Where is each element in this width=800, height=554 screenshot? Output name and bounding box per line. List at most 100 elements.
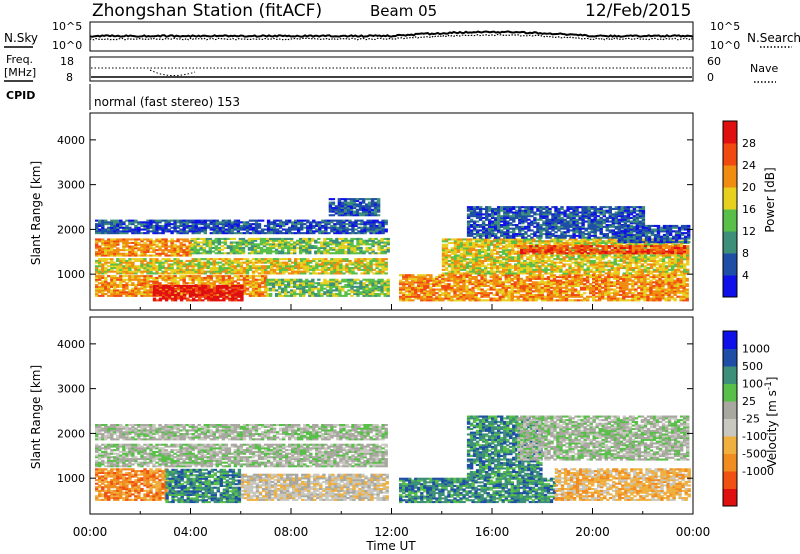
heatmap-cell bbox=[104, 251, 107, 253]
heatmap-cell bbox=[670, 278, 673, 280]
heatmap-cell bbox=[237, 282, 240, 284]
heatmap-cell bbox=[625, 278, 628, 280]
heatmap-cell bbox=[311, 240, 314, 242]
heatmap-cell bbox=[468, 289, 471, 291]
heatmap-cell bbox=[161, 251, 164, 253]
heatmap-cell bbox=[363, 225, 366, 227]
heatmap-cell bbox=[186, 285, 189, 287]
heatmap-cell bbox=[255, 291, 258, 293]
heatmap-cell bbox=[323, 238, 326, 240]
heatmap-cell bbox=[465, 294, 468, 296]
heatmap-cell bbox=[544, 299, 547, 301]
heatmap-cell bbox=[586, 276, 589, 278]
heatmap-cell bbox=[110, 279, 113, 281]
heatmap-cell bbox=[347, 249, 350, 251]
heatmap-cell bbox=[508, 287, 511, 289]
heatmap-cell bbox=[174, 298, 177, 300]
heatmap-cell bbox=[119, 240, 122, 242]
heatmap-cell bbox=[228, 225, 231, 227]
heatmap-cell bbox=[622, 299, 625, 301]
heatmap-cell bbox=[128, 247, 131, 249]
heatmap-cell bbox=[335, 209, 338, 211]
heatmap-cell bbox=[113, 249, 116, 251]
heatmap-cell bbox=[351, 263, 354, 265]
heatmap-cell bbox=[140, 221, 143, 223]
heatmap-cell bbox=[137, 267, 140, 269]
heatmap-cell bbox=[377, 203, 380, 205]
heatmap-cell bbox=[218, 238, 221, 240]
heatmap-cell bbox=[574, 289, 577, 291]
heatmap-cell bbox=[192, 285, 195, 287]
heatmap-cell bbox=[625, 283, 628, 285]
heatmap-cell bbox=[441, 294, 444, 296]
heatmap-cell bbox=[252, 258, 255, 260]
heatmap-cell bbox=[487, 272, 490, 274]
heatmap-cell bbox=[212, 242, 215, 244]
heatmap-cell bbox=[359, 286, 362, 288]
heatmap-cell bbox=[496, 271, 499, 273]
heatmap-cell bbox=[155, 265, 158, 267]
heatmap-cell bbox=[119, 232, 122, 234]
heatmap-cell bbox=[601, 296, 604, 298]
heatmap-cell bbox=[335, 289, 338, 291]
heatmap-cell bbox=[234, 299, 237, 301]
heatmap-cell bbox=[198, 267, 201, 269]
heatmap-cell bbox=[104, 289, 107, 291]
heatmap-cell bbox=[523, 283, 526, 285]
heatmap-cell bbox=[107, 289, 110, 291]
heatmap-cell bbox=[511, 298, 514, 300]
heatmap-cell bbox=[450, 276, 453, 278]
heatmap-cell bbox=[143, 282, 146, 284]
heatmap-cell bbox=[155, 272, 158, 274]
heatmap-cell bbox=[368, 240, 371, 242]
heatmap-cell bbox=[511, 271, 514, 273]
heatmap-cell bbox=[134, 232, 137, 234]
heatmap-cell bbox=[180, 298, 183, 300]
heatmap-cell bbox=[445, 258, 448, 260]
heatmap-cell bbox=[104, 244, 107, 246]
heatmap-cell bbox=[300, 267, 303, 269]
heatmap-cell bbox=[167, 240, 170, 242]
heatmap-cell bbox=[242, 238, 245, 240]
heatmap-cell bbox=[95, 240, 98, 242]
heatmap-cell bbox=[385, 265, 388, 267]
heatmap-cell bbox=[460, 272, 463, 274]
heatmap-cell bbox=[628, 280, 631, 282]
heatmap-cell bbox=[269, 282, 272, 284]
heatmap-cell bbox=[107, 238, 110, 240]
heatmap-cell bbox=[332, 198, 335, 200]
heatmap-cell bbox=[628, 292, 631, 294]
heatmap-cell bbox=[308, 295, 311, 297]
heatmap-cell bbox=[673, 299, 676, 301]
heatmap-cell bbox=[170, 255, 173, 257]
heatmap-cell bbox=[284, 238, 287, 240]
heatmap-cell bbox=[272, 279, 275, 281]
heatmap-cell bbox=[562, 283, 565, 285]
heatmap-cell bbox=[457, 265, 460, 267]
heatmap-cell bbox=[203, 249, 206, 251]
heatmap-cell bbox=[553, 287, 556, 289]
heatmap-cell bbox=[125, 269, 128, 271]
heatmap-cell bbox=[320, 289, 323, 291]
heatmap-cell bbox=[119, 263, 122, 265]
heatmap-cell bbox=[496, 274, 499, 276]
heatmap-cell bbox=[335, 212, 338, 214]
heatmap-cell bbox=[643, 276, 646, 278]
heatmap-cell bbox=[384, 245, 387, 247]
heatmap-cell bbox=[311, 247, 314, 249]
heatmap-cell bbox=[493, 256, 496, 258]
heatmap-cell bbox=[625, 276, 628, 278]
heatmap-cell bbox=[456, 299, 459, 301]
heatmap-cell bbox=[448, 251, 451, 253]
heatmap-cell bbox=[303, 263, 306, 265]
heatmap-cell bbox=[604, 278, 607, 280]
heatmap-cell bbox=[264, 232, 267, 234]
power-heatmap bbox=[95, 198, 690, 301]
heatmap-cell bbox=[454, 272, 457, 274]
heatmap-cell bbox=[287, 291, 290, 293]
heatmap-cell bbox=[335, 293, 338, 295]
heatmap-cell bbox=[441, 287, 444, 289]
heatmap-cell bbox=[107, 275, 110, 277]
heatmap-cell bbox=[326, 280, 329, 282]
heatmap-cell bbox=[347, 289, 350, 291]
